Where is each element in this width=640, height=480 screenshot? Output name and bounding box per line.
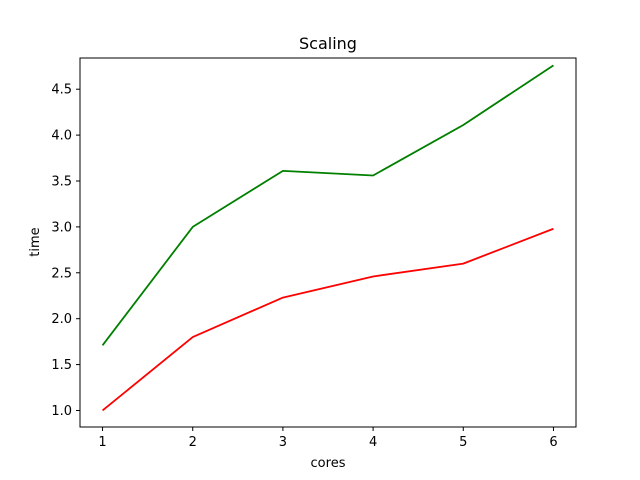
x-axis-label: cores xyxy=(311,456,346,471)
y-axis-ticks: 1.0 1.5 2.0 2.5 3.0 3.5 4.0 4.5 xyxy=(51,83,80,419)
series-line-2 xyxy=(101,227,554,412)
y-tick-label: 1.0 xyxy=(51,404,72,419)
y-tick-label: 1.5 xyxy=(51,358,72,373)
x-axis-ticks: 1 2 3 4 5 6 xyxy=(98,427,558,450)
plot-frame xyxy=(79,57,577,428)
x-tick-label: 2 xyxy=(189,435,197,450)
y-tick-label: 2.5 xyxy=(51,266,72,281)
y-tick-label: 4.0 xyxy=(51,129,72,144)
x-tick-label: 5 xyxy=(459,435,467,450)
y-tick-label: 3.0 xyxy=(51,220,72,235)
y-axis-label: time xyxy=(28,227,43,256)
series-line-1 xyxy=(101,64,554,346)
y-tick-label: 3.5 xyxy=(51,175,72,190)
chart-title: Scaling xyxy=(299,34,357,53)
x-tick-label: 1 xyxy=(98,435,106,450)
x-tick-label: 3 xyxy=(279,435,287,450)
x-tick-label: 4 xyxy=(369,435,377,450)
y-tick-label: 2.0 xyxy=(51,312,72,327)
y-tick-label: 4.5 xyxy=(51,83,72,98)
x-tick-label: 6 xyxy=(549,435,557,450)
series-layer xyxy=(101,64,554,412)
